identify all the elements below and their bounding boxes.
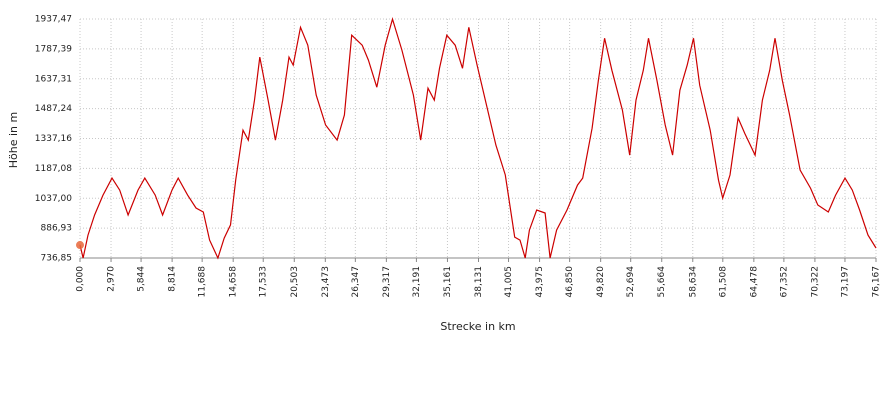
- x-tick-label: 58,634: [688, 266, 698, 298]
- x-tick-label: 26,347: [351, 266, 361, 298]
- x-tick-label: 43,975: [535, 266, 545, 298]
- position-marker: [76, 241, 84, 250]
- x-tick-label: 2,970: [107, 266, 117, 292]
- x-tick-label: 73,197: [840, 266, 850, 298]
- x-tick-label: 38,131: [474, 266, 484, 298]
- x-tick-label: 46,850: [565, 266, 575, 298]
- y-axis-title: Höhe in m: [7, 112, 20, 168]
- x-tick-label: 23,473: [321, 266, 331, 298]
- y-tick-label: 1187,08: [35, 164, 72, 174]
- x-tick-label: 8,814: [168, 266, 178, 292]
- y-tick-label: 1037,00: [35, 194, 72, 204]
- x-tick-label: 61,508: [718, 266, 728, 298]
- elevation-line: [79, 16, 877, 260]
- y-tick-label: 1637,31: [35, 74, 72, 84]
- x-tick-label: 32,191: [412, 266, 422, 298]
- y-tick-label: 736,85: [41, 254, 73, 264]
- x-tick-label: 20,503: [290, 266, 300, 298]
- x-tick-label: 41,005: [504, 266, 514, 298]
- y-tick-label: 1487,24: [35, 104, 72, 114]
- x-tick-label: 0,000: [76, 266, 86, 292]
- x-tick-label: 64,478: [749, 266, 759, 298]
- x-tick-label: 11,688: [198, 266, 208, 298]
- x-tick-label: 35,161: [443, 266, 453, 298]
- x-tick-label: 67,352: [779, 266, 789, 298]
- x-tick-label: 52,694: [626, 266, 636, 298]
- x-tick-label: 49,820: [596, 266, 606, 298]
- x-tick-label: 17,533: [259, 266, 269, 298]
- y-tick-label: 1787,39: [35, 44, 72, 54]
- y-tick-label: 1337,16: [35, 134, 72, 144]
- x-axis-title: Strecke in km: [440, 320, 515, 333]
- y-tick-label: 886,93: [41, 224, 73, 234]
- x-tick-label: 14,658: [229, 266, 239, 298]
- y-tick-label: 1937,47: [35, 15, 72, 25]
- x-tick-label: 70,322: [810, 266, 820, 298]
- x-tick-label: 76,167: [872, 266, 882, 298]
- x-tick-label: 29,317: [382, 266, 392, 298]
- x-tick-label: 55,664: [657, 266, 667, 298]
- x-tick-label: 5,844: [137, 266, 147, 292]
